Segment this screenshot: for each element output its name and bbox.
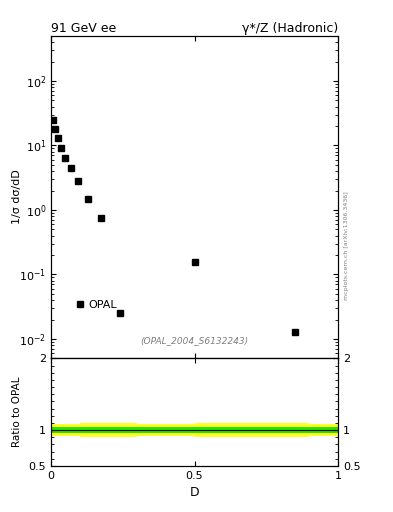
Y-axis label: Ratio to OPAL: Ratio to OPAL xyxy=(13,377,22,447)
Bar xyxy=(195,423,309,437)
Bar xyxy=(80,423,137,437)
Line: OPAL: OPAL xyxy=(50,117,298,334)
Bar xyxy=(51,427,80,433)
Bar xyxy=(137,427,195,433)
OPAL xyxy=(118,310,122,316)
Bar xyxy=(80,427,137,433)
Bar xyxy=(137,424,195,436)
OPAL xyxy=(50,117,55,123)
OPAL xyxy=(192,259,197,265)
Y-axis label: 1/σ dσ/dD: 1/σ dσ/dD xyxy=(13,170,22,224)
Bar xyxy=(195,427,309,433)
OPAL xyxy=(76,178,81,184)
Bar xyxy=(309,427,338,433)
OPAL xyxy=(292,329,298,335)
OPAL xyxy=(69,165,73,171)
Text: (OPAL_2004_S6132243): (OPAL_2004_S6132243) xyxy=(140,336,249,346)
Bar xyxy=(309,424,338,436)
OPAL xyxy=(59,145,64,152)
OPAL xyxy=(56,135,61,141)
X-axis label: D: D xyxy=(190,486,199,499)
Legend: OPAL: OPAL xyxy=(71,295,122,314)
Text: γ*/Z (Hadronic): γ*/Z (Hadronic) xyxy=(242,22,338,35)
OPAL xyxy=(99,215,104,221)
Bar xyxy=(51,424,80,436)
Text: 91 GeV ee: 91 GeV ee xyxy=(51,22,116,35)
OPAL xyxy=(86,196,91,202)
OPAL xyxy=(63,155,68,161)
OPAL xyxy=(53,126,58,132)
Text: mcplots.cern.ch [arXiv:1306.3436]: mcplots.cern.ch [arXiv:1306.3436] xyxy=(344,191,349,300)
